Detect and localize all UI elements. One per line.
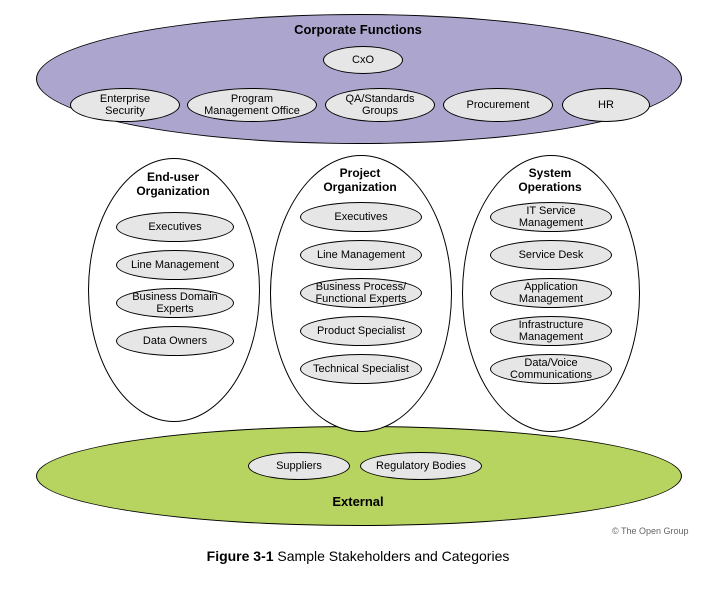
figure-caption: Figure 3-1 Sample Stakeholders and Categ… bbox=[0, 548, 716, 564]
stakeholder-node: Executives bbox=[116, 212, 234, 242]
caption-text: Sample Stakeholders and Categories bbox=[274, 548, 510, 564]
stakeholder-node: Executives bbox=[300, 202, 422, 232]
external-title: External bbox=[36, 494, 680, 509]
stakeholder-node: Business Domain Experts bbox=[116, 288, 234, 318]
mid-group-title: System Operations bbox=[462, 166, 638, 194]
copyright-text: © The Open Group bbox=[612, 526, 689, 536]
stakeholder-node: Line Management bbox=[116, 250, 234, 280]
stakeholder-node: Data Owners bbox=[116, 326, 234, 356]
stakeholder-node: Application Management bbox=[490, 278, 612, 308]
stakeholder-node: QA/Standards Groups bbox=[325, 88, 435, 122]
diagram-stage: Corporate Functions CxO External © The O… bbox=[0, 0, 716, 591]
stakeholder-node: Infrastructure Management bbox=[490, 316, 612, 346]
external-group bbox=[36, 426, 682, 526]
stakeholder-node: Procurement bbox=[443, 88, 553, 122]
stakeholder-node: Business Process/ Functional Experts bbox=[300, 278, 422, 308]
mid-group-title: End-user Organization bbox=[88, 170, 258, 198]
stakeholder-node: Data/Voice Communications bbox=[490, 354, 612, 384]
caption-figure-number: Figure 3-1 bbox=[207, 548, 274, 564]
stakeholder-node: Suppliers bbox=[248, 452, 350, 480]
stakeholder-node: Enterprise Security bbox=[70, 88, 180, 122]
mid-group-title: Project Organization bbox=[270, 166, 450, 194]
stakeholder-node: IT Service Management bbox=[490, 202, 612, 232]
corporate-functions-title: Corporate Functions bbox=[0, 22, 716, 37]
stakeholder-node: Program Management Office bbox=[187, 88, 317, 122]
stakeholder-node: HR bbox=[562, 88, 650, 122]
stakeholder-node: Regulatory Bodies bbox=[360, 452, 482, 480]
stakeholder-node: Product Specialist bbox=[300, 316, 422, 346]
stakeholder-node: Line Management bbox=[300, 240, 422, 270]
stakeholder-node: Service Desk bbox=[490, 240, 612, 270]
stakeholder-node: Technical Specialist bbox=[300, 354, 422, 384]
cxo-node: CxO bbox=[323, 46, 403, 74]
